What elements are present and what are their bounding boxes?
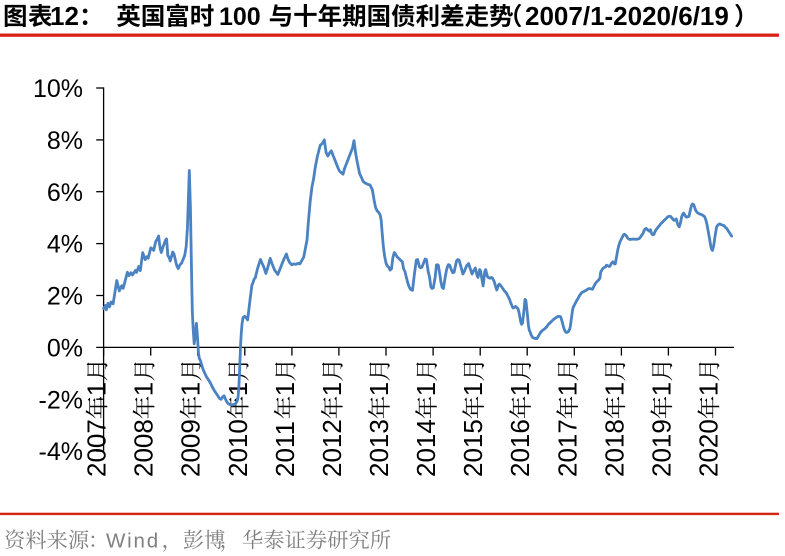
svg-text:2009: 2009 (176, 419, 206, 477)
svg-text:2014: 2014 (411, 419, 441, 477)
svg-text:1: 1 (505, 382, 535, 396)
svg-text:-4%: -4% (39, 438, 83, 466)
svg-text:2013: 2013 (364, 419, 394, 477)
svg-text:2019: 2019 (646, 419, 676, 477)
svg-text:1: 1 (129, 382, 159, 396)
svg-text:10%: 10% (33, 75, 83, 103)
svg-text:2008: 2008 (129, 419, 159, 477)
svg-text:4%: 4% (47, 231, 83, 259)
svg-text:2020: 2020 (694, 419, 724, 477)
svg-text:6%: 6% (47, 179, 83, 207)
svg-text:2%: 2% (47, 283, 83, 311)
svg-text:1: 1 (599, 382, 629, 396)
svg-text:2016: 2016 (505, 419, 535, 477)
svg-text:-2%: -2% (39, 386, 83, 414)
svg-text:1: 1 (176, 382, 206, 396)
svg-text:1: 1 (82, 382, 112, 396)
svg-text:2018: 2018 (599, 419, 629, 477)
svg-text:1: 1 (411, 382, 441, 396)
svg-text:Wind: Wind (106, 530, 160, 553)
svg-text:2015: 2015 (458, 419, 488, 477)
svg-text:2007/1-2020/6/19: 2007/1-2020/6/19 (525, 1, 729, 31)
svg-text:2010: 2010 (223, 419, 253, 477)
svg-text:1: 1 (317, 382, 347, 396)
svg-text:1: 1 (552, 382, 582, 396)
svg-text:2017: 2017 (552, 419, 582, 477)
svg-text:100: 100 (219, 3, 261, 31)
svg-text:2007: 2007 (82, 419, 112, 477)
svg-text:1: 1 (694, 382, 724, 396)
svg-text:0%: 0% (47, 334, 83, 362)
svg-text:1: 1 (270, 382, 300, 396)
svg-text:1: 1 (364, 382, 394, 396)
svg-text:2011: 2011 (270, 421, 300, 477)
svg-text:1: 1 (458, 382, 488, 396)
svg-text:2012: 2012 (317, 419, 347, 477)
svg-text:12: 12 (50, 1, 79, 31)
svg-text:8%: 8% (47, 127, 83, 155)
svg-text:1: 1 (646, 382, 676, 396)
